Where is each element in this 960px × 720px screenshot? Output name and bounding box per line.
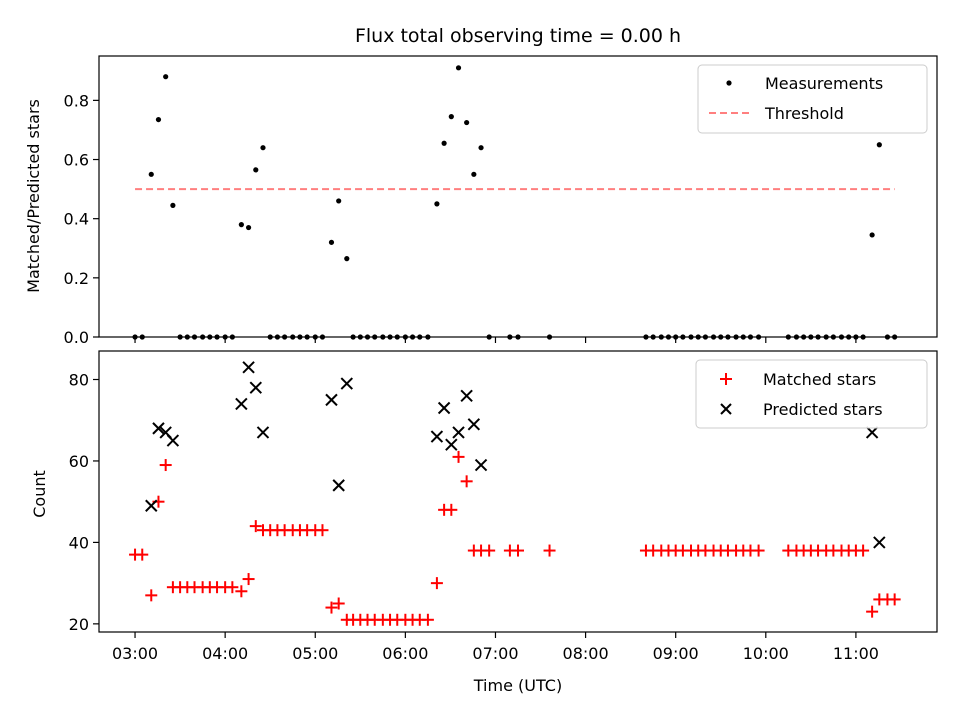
legend-measurements-marker xyxy=(726,80,732,86)
matched-star-point xyxy=(325,601,338,614)
predicted-star-point xyxy=(249,381,262,394)
chart-title: Flux total observing time = 0.00 h xyxy=(355,25,681,47)
top-ytick-label: 0.0 xyxy=(64,328,89,347)
predicted-star-point xyxy=(460,389,473,403)
measurement-point xyxy=(434,201,440,207)
predicted-star-point xyxy=(242,361,255,374)
measurement-point xyxy=(253,167,259,173)
bottom-plot-frame xyxy=(98,350,938,633)
measurement-point xyxy=(448,114,454,120)
measurement-point xyxy=(148,171,154,177)
measurement-point xyxy=(455,65,462,71)
predicted-star-point xyxy=(873,536,886,549)
bottom-ytick-label: 20 xyxy=(69,615,89,634)
matched-star-point xyxy=(316,524,329,537)
predicted-star-point xyxy=(430,430,444,443)
legend-measurements-label: Measurements xyxy=(765,74,883,93)
matched-star-point xyxy=(752,544,765,557)
measurement-point xyxy=(163,74,169,80)
matched-star-point xyxy=(888,593,901,606)
measurement-point xyxy=(464,119,470,126)
legend-threshold-label: Threshold xyxy=(764,104,844,123)
bottom-legend: Matched stars Predicted stars xyxy=(695,359,928,429)
measurement-point xyxy=(245,224,252,231)
bottom-legend-box xyxy=(695,359,928,429)
measurement-point xyxy=(869,232,875,238)
predicted-star-point xyxy=(235,397,248,411)
measurement-point xyxy=(344,256,350,262)
matched-star-point xyxy=(421,613,434,626)
matched-star-point xyxy=(866,605,879,618)
measurement-point xyxy=(441,140,447,146)
matched-star-point xyxy=(226,581,239,594)
measurement-point xyxy=(471,171,477,177)
measurement-point xyxy=(155,116,162,123)
top-legend: Measurements Threshold xyxy=(697,64,928,134)
bottom-xtick-label: 06:00 xyxy=(382,644,428,663)
predicted-star-point xyxy=(445,438,458,451)
top-ytick-label: 0.4 xyxy=(64,210,89,229)
measurement-point xyxy=(478,145,484,151)
measurements-panel: Flux total observing time = 0.00 h Match… xyxy=(24,25,938,347)
bottom-xtick-label: 04:00 xyxy=(202,644,248,663)
matched-star-point xyxy=(242,573,255,586)
matched-star-point xyxy=(136,548,149,561)
predicted-star-point xyxy=(452,426,465,439)
matched-star-point xyxy=(857,544,870,557)
top-ytick-label: 0.8 xyxy=(64,91,89,110)
bottom-xtick-label: 10:00 xyxy=(743,644,789,663)
predicted-star-point xyxy=(256,426,270,439)
predicted-star-point xyxy=(865,426,879,439)
matched-star-point xyxy=(332,597,345,610)
measurement-point xyxy=(170,202,176,208)
bottom-xtick-label: 03:00 xyxy=(112,644,158,663)
bottom-xtick-label: 09:00 xyxy=(653,644,699,663)
bottom-ytick-label: 40 xyxy=(69,533,89,552)
top-plot-frame xyxy=(98,55,938,338)
matched-star-point xyxy=(430,577,443,590)
bottom-xtick-label: 05:00 xyxy=(292,644,338,663)
measurement-point xyxy=(876,142,882,148)
top-ytick-label: 0.6 xyxy=(64,151,89,170)
matched-star-point xyxy=(452,450,465,463)
measurement-point xyxy=(336,198,342,204)
predicted-star-point xyxy=(152,422,165,435)
bottom-ytick-label: 80 xyxy=(69,371,89,390)
legend-matched-marker xyxy=(720,373,732,385)
measurement-point xyxy=(238,222,244,228)
legend-predicted-marker xyxy=(720,403,732,415)
matched-star-point xyxy=(543,544,556,557)
predicted-star-point xyxy=(325,393,338,407)
bottom-y-axis-label: Count xyxy=(30,470,49,518)
legend-matched-label: Matched stars xyxy=(763,370,876,389)
bottom-xtick-label: 11:00 xyxy=(833,644,879,663)
bottom-xtick-label: 07:00 xyxy=(472,644,518,663)
matched-star-point xyxy=(249,520,262,533)
measurement-point xyxy=(328,239,335,245)
predicted-star-point xyxy=(166,434,180,447)
matched-star-point xyxy=(159,459,172,472)
matched-star-point xyxy=(460,475,473,488)
legend-predicted-label: Predicted stars xyxy=(763,400,883,419)
predicted-star-point xyxy=(145,499,158,512)
predicted-star-point xyxy=(467,418,481,431)
predicted-star-point xyxy=(332,479,345,492)
predicted-star-point xyxy=(474,458,488,472)
top-legend-box xyxy=(697,64,928,134)
matched-star-point xyxy=(512,544,524,557)
matched-star-point xyxy=(235,585,248,598)
counts-panel: Count Time (UTC) 20 40 60 80 03:00 04:00 05:0… xyxy=(30,350,938,695)
x-axis-label: Time (UTC) xyxy=(473,676,562,695)
predicted-star-point xyxy=(340,377,354,390)
bottom-ytick-label: 60 xyxy=(69,452,89,471)
top-y-axis-label: Matched/Predicted stars xyxy=(24,99,43,293)
matched-star-point xyxy=(145,589,158,602)
matched-star-point xyxy=(483,544,496,557)
measurement-point xyxy=(260,145,266,151)
matched-star-point xyxy=(445,503,458,516)
bottom-xtick-label: 08:00 xyxy=(563,644,609,663)
top-ytick-label: 0.2 xyxy=(64,269,89,288)
predicted-star-point xyxy=(437,401,451,415)
